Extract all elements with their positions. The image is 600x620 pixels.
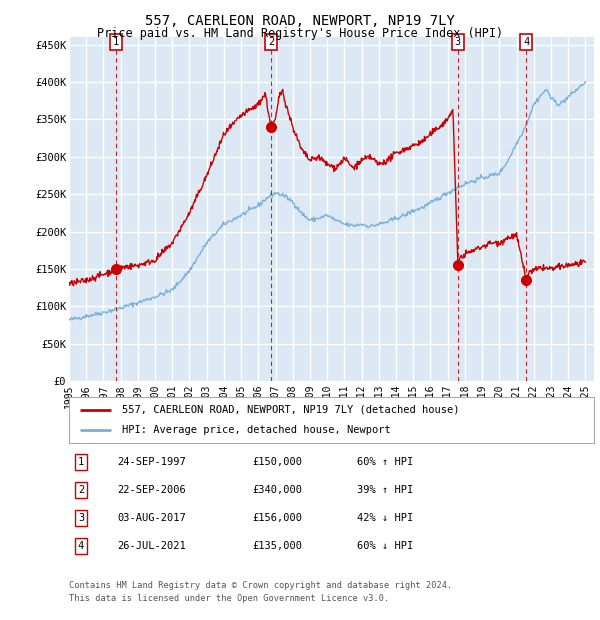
Text: 4: 4 bbox=[523, 37, 529, 47]
Text: HPI: Average price, detached house, Newport: HPI: Average price, detached house, Newp… bbox=[121, 425, 390, 435]
Text: 557, CAERLEON ROAD, NEWPORT, NP19 7LY (detached house): 557, CAERLEON ROAD, NEWPORT, NP19 7LY (d… bbox=[121, 405, 459, 415]
Text: 4: 4 bbox=[78, 541, 84, 551]
Text: This data is licensed under the Open Government Licence v3.0.: This data is licensed under the Open Gov… bbox=[69, 593, 389, 603]
Text: Price paid vs. HM Land Registry's House Price Index (HPI): Price paid vs. HM Land Registry's House … bbox=[97, 27, 503, 40]
Text: 60% ↑ HPI: 60% ↑ HPI bbox=[357, 457, 413, 467]
Text: £156,000: £156,000 bbox=[252, 513, 302, 523]
Text: 39% ↑ HPI: 39% ↑ HPI bbox=[357, 485, 413, 495]
Text: £150,000: £150,000 bbox=[252, 457, 302, 467]
Text: 1: 1 bbox=[113, 37, 119, 47]
Text: 60% ↓ HPI: 60% ↓ HPI bbox=[357, 541, 413, 551]
Text: 557, CAERLEON ROAD, NEWPORT, NP19 7LY: 557, CAERLEON ROAD, NEWPORT, NP19 7LY bbox=[145, 14, 455, 28]
Text: 42% ↓ HPI: 42% ↓ HPI bbox=[357, 513, 413, 523]
Text: Contains HM Land Registry data © Crown copyright and database right 2024.: Contains HM Land Registry data © Crown c… bbox=[69, 581, 452, 590]
Text: 1: 1 bbox=[78, 457, 84, 467]
Text: 22-SEP-2006: 22-SEP-2006 bbox=[117, 485, 186, 495]
Text: £340,000: £340,000 bbox=[252, 485, 302, 495]
Text: 24-SEP-1997: 24-SEP-1997 bbox=[117, 457, 186, 467]
Text: 03-AUG-2017: 03-AUG-2017 bbox=[117, 513, 186, 523]
Text: 3: 3 bbox=[455, 37, 461, 47]
Text: 2: 2 bbox=[78, 485, 84, 495]
Text: 3: 3 bbox=[78, 513, 84, 523]
Text: £135,000: £135,000 bbox=[252, 541, 302, 551]
Text: 26-JUL-2021: 26-JUL-2021 bbox=[117, 541, 186, 551]
Text: 2: 2 bbox=[268, 37, 274, 47]
